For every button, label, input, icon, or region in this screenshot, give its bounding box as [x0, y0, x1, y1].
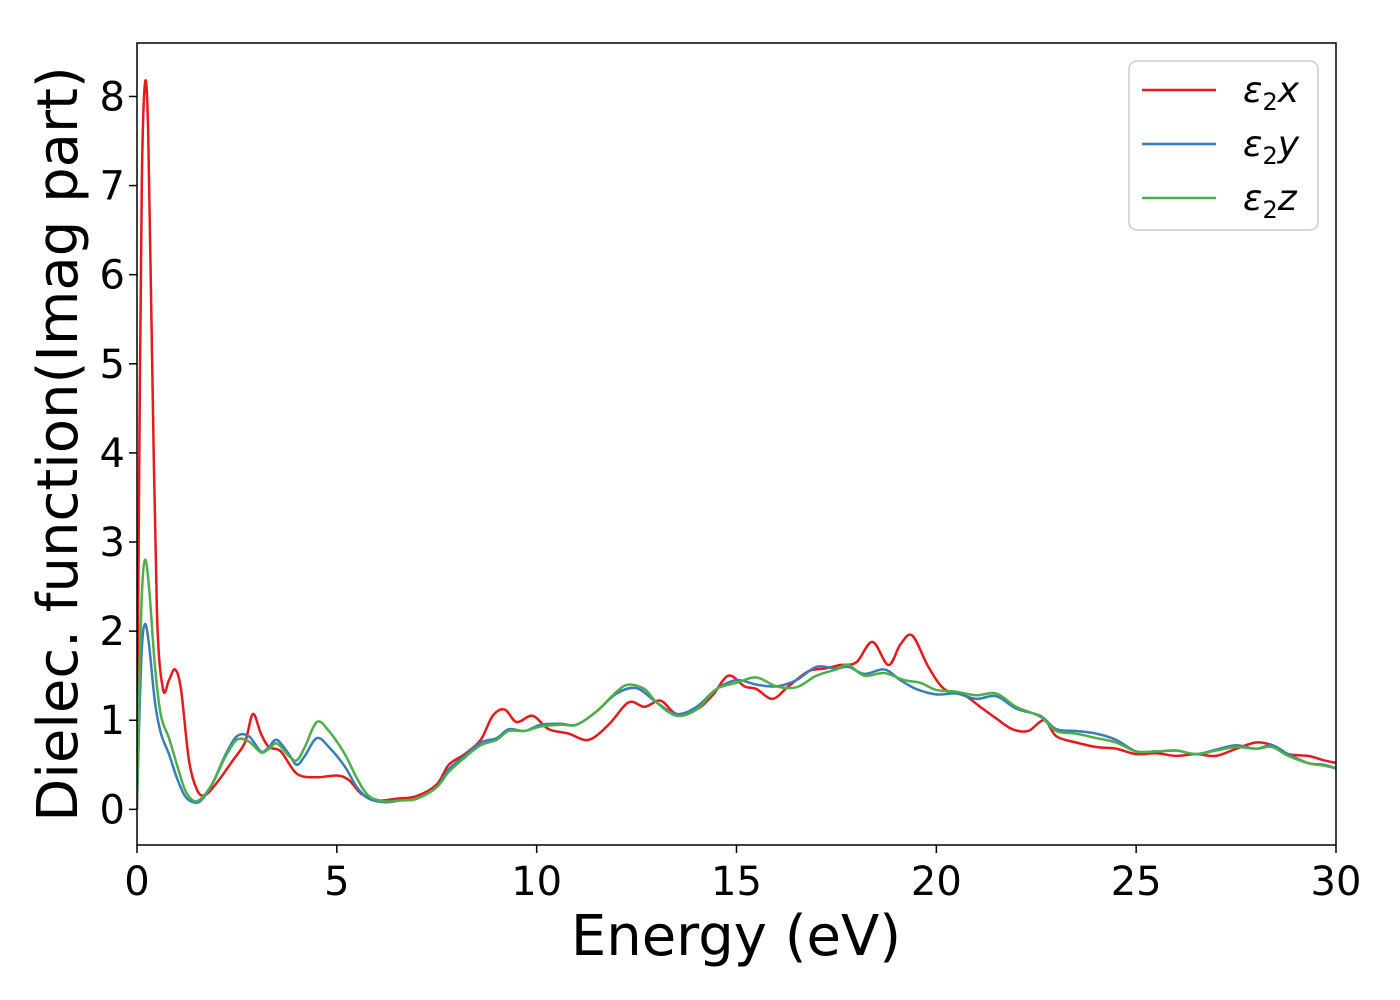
legend-variable: x	[1277, 70, 1300, 111]
x-tick-label: 20	[911, 859, 962, 905]
y-tick-label: 7	[100, 164, 125, 210]
x-tick-label: 30	[1311, 859, 1362, 905]
series-line-x	[137, 79, 1336, 810]
legend-label-z: ε2z	[1243, 178, 1298, 224]
legend-subscript: 2	[1262, 88, 1277, 116]
x-tick-label: 15	[711, 859, 762, 905]
y-tick-label: 6	[100, 253, 125, 299]
series-layer	[137, 79, 1336, 810]
legend-variable: z	[1277, 178, 1298, 219]
x-axis-title: Energy (eV)	[571, 904, 901, 969]
legend-subscript: 2	[1262, 196, 1277, 224]
y-tick-label: 5	[100, 342, 125, 388]
legend-symbol: ε	[1243, 178, 1262, 219]
legend-symbol: ε	[1243, 70, 1262, 111]
y-tick-label: 4	[100, 431, 125, 477]
x-axis: 0 5 10 15 20 25 30	[124, 845, 1361, 905]
x-tick-label: 0	[124, 859, 149, 905]
y-tick-label: 3	[100, 520, 125, 566]
y-axis-title: Dielec. function(Imag part)	[26, 66, 91, 822]
legend-variable: y	[1277, 124, 1300, 165]
x-tick-label: 25	[1111, 859, 1162, 905]
y-tick-label: 8	[100, 74, 125, 120]
y-tick-label: 0	[100, 787, 125, 833]
legend-label-x: ε2x	[1243, 70, 1300, 116]
y-axis: 0 1 2 3 4 5 6 7 8	[100, 74, 137, 833]
y-tick-label: 2	[100, 609, 125, 655]
series-line-z	[137, 558, 1336, 810]
legend-box	[1128, 60, 1319, 231]
legend-subscript: 2	[1262, 142, 1277, 170]
legend-symbol: ε	[1243, 124, 1262, 165]
y-tick-label: 1	[100, 698, 125, 744]
legend-label-y: ε2y	[1243, 124, 1300, 170]
x-tick-label: 5	[324, 859, 349, 905]
x-tick-label: 10	[511, 859, 562, 905]
